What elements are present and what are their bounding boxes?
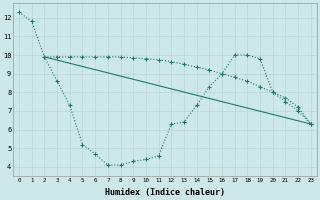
- X-axis label: Humidex (Indice chaleur): Humidex (Indice chaleur): [105, 188, 225, 197]
